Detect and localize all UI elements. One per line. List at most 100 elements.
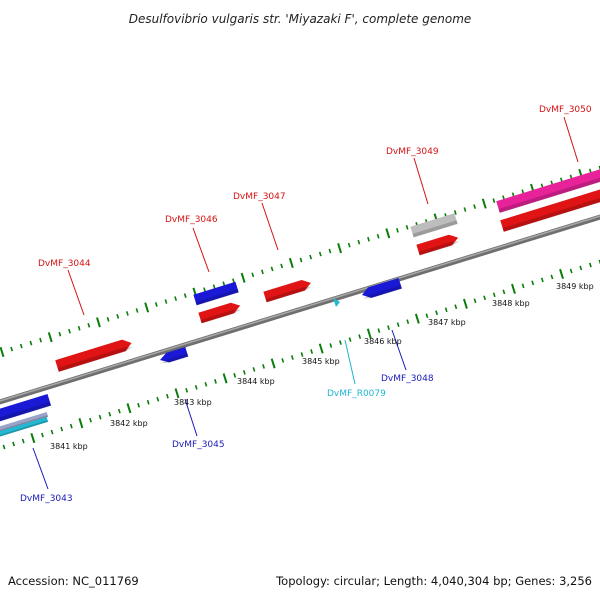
tick-mark-upper — [347, 242, 351, 248]
tick-mark-lower — [194, 384, 198, 390]
tick-mark-upper — [280, 263, 284, 269]
gene-label-dvmf-3047: DvMF_3047 — [233, 192, 286, 202]
tick-mark-upper — [318, 251, 322, 257]
tick-mark-upper — [270, 266, 274, 272]
tick-mark-upper — [39, 337, 42, 343]
tick-mark-lower — [233, 373, 237, 378]
tick-mark-upper — [125, 311, 129, 316]
gene-arrow-dvmf-3047 — [263, 279, 313, 303]
tick-mark-upper — [77, 325, 81, 331]
tick-mark-upper — [68, 328, 71, 334]
tick-mark-lower — [98, 414, 102, 420]
tick-mark-upper — [232, 278, 235, 284]
gene-label-dvmf-3049: DvMF_3049 — [386, 147, 439, 157]
tick-mark-lower — [166, 393, 169, 399]
tick-mark-upper — [367, 236, 370, 242]
genome-summary-text: Topology: circular; Length: 4,040,304 bp… — [275, 574, 592, 588]
gene-label-dvmf-3044: DvMF_3044 — [38, 259, 91, 269]
tick-mark-upper — [481, 198, 487, 209]
tick-mark-lower — [358, 334, 362, 339]
scale-label: 3847 kbp — [428, 318, 466, 327]
tick-mark-lower — [300, 352, 304, 357]
tick-mark-upper — [309, 254, 313, 260]
tick-mark-upper — [385, 228, 391, 239]
tick-mark-lower — [473, 298, 477, 304]
tick-mark-lower — [50, 429, 54, 435]
leader-dvmf-3044 — [67, 269, 85, 316]
tick-mark-lower — [414, 313, 420, 324]
tick-mark-lower — [339, 340, 342, 345]
leader-dvmf-3049 — [413, 157, 429, 205]
tick-mark-lower — [156, 396, 160, 402]
tick-mark-lower — [348, 337, 352, 342]
leader-dvmf-3046 — [192, 227, 210, 273]
tick-mark-lower — [214, 379, 217, 384]
tick-mark-upper — [212, 284, 216, 290]
tick-mark-upper — [357, 239, 361, 245]
tick-mark-upper — [174, 296, 178, 301]
tick-mark-lower — [2, 444, 6, 450]
tick-mark-upper — [135, 308, 139, 313]
gene-arrow-dvmf-3043-cyan — [0, 416, 49, 440]
tick-mark-upper — [453, 210, 457, 215]
tick-mark-upper — [87, 322, 91, 328]
tick-mark-upper — [144, 302, 150, 313]
tick-mark-lower — [60, 426, 64, 432]
gene-label-dvmf-3043: DvMF_3043 — [20, 494, 73, 504]
tick-mark-upper — [203, 287, 206, 293]
tick-mark-upper — [240, 272, 246, 283]
label-leaders — [32, 116, 579, 490]
scale-label: 3841 kbp — [50, 442, 88, 451]
leader-dvmf-3048 — [391, 329, 407, 371]
tick-mark-upper — [299, 257, 303, 263]
tick-mark-lower — [502, 289, 506, 295]
tick-mark-upper — [47, 332, 53, 343]
gene-label-dvmf-3046: DvMF_3046 — [165, 215, 218, 225]
tick-mark-lower — [540, 277, 544, 283]
tick-mark-upper — [492, 198, 496, 203]
tick-mark-upper — [29, 340, 33, 346]
tick-mark-lower — [569, 268, 573, 274]
tick-mark-lower — [108, 411, 112, 417]
tick-mark-lower — [387, 325, 390, 330]
tick-mark-lower — [483, 295, 487, 301]
gene-arrow-dvmf-3048 — [362, 277, 402, 299]
gene-arrow-dvmf-3045 — [160, 346, 189, 364]
gene-arrow-dvmf-3046 — [193, 281, 239, 306]
genome-backbone-highlight — [0, 215, 600, 402]
tick-mark-upper — [396, 227, 399, 233]
tick-mark-lower — [521, 283, 525, 289]
gene-labels: DvMF_3043 DvMF_3044 DvMF_3045 DvMF_3046 DvMF… — [20, 105, 592, 504]
tick-mark-lower — [329, 343, 333, 348]
tick-mark-lower — [222, 373, 228, 384]
scale-label: 3845 kbp — [302, 357, 340, 366]
scale-label: 3848 kbp — [492, 299, 530, 308]
tick-mark-upper — [328, 248, 332, 254]
tick-mark-lower — [21, 438, 25, 444]
tick-mark-lower — [242, 370, 246, 375]
tick-mark-lower — [444, 307, 448, 313]
tick-mark-upper — [154, 302, 158, 307]
tick-marks — [0, 165, 600, 450]
tick-mark-lower — [462, 298, 468, 309]
gene-arrow-gray — [410, 213, 458, 238]
tick-mark-lower — [454, 304, 458, 310]
tick-mark-upper — [288, 257, 294, 269]
tick-mark-lower — [290, 355, 294, 360]
rna-marker-dvmf-r0079 — [333, 298, 340, 307]
scale-label: 3842 kbp — [110, 419, 148, 428]
tick-mark-upper — [337, 243, 343, 254]
tick-mark-lower — [69, 423, 73, 429]
tick-mark-lower — [146, 399, 150, 405]
tick-mark-upper — [58, 331, 62, 337]
tick-mark-upper — [183, 293, 187, 298]
tick-mark-lower — [550, 274, 554, 280]
tick-mark-upper — [473, 204, 477, 209]
tick-mark-lower — [30, 432, 36, 444]
tick-mark-lower — [588, 262, 592, 268]
tick-mark-lower — [396, 322, 400, 327]
tick-mark-lower — [310, 349, 314, 354]
scale-labels: 3841 kbp 3842 kbp 3843 kbp 3844 kbp 3845 kbp… — [50, 282, 594, 451]
tick-mark-lower — [204, 382, 208, 387]
